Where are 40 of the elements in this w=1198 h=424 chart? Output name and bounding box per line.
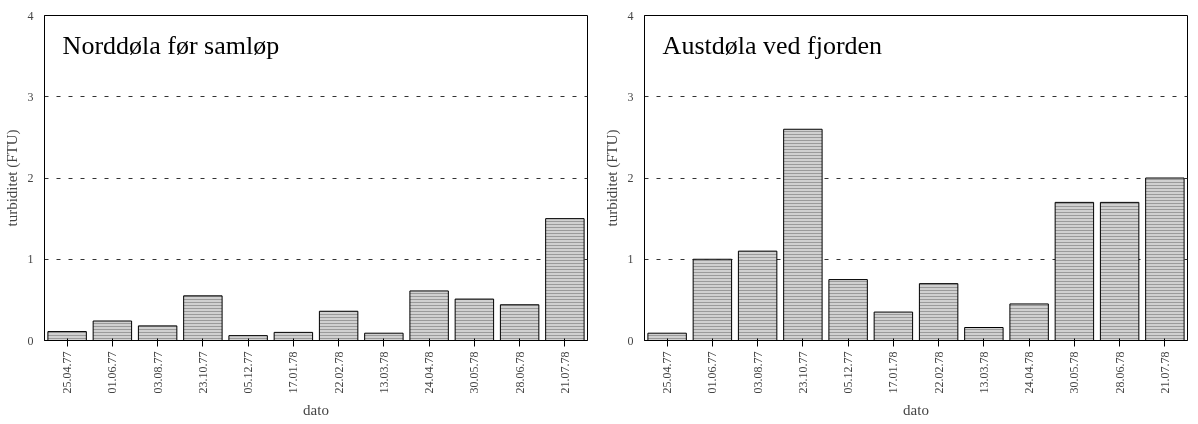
y-axis-title: turbiditet (FTU) [603,129,621,227]
y-tick-label: 2 [27,171,34,185]
x-tick-label: 28.06.78 [512,351,527,394]
x-tick-label: 25.04.77 [60,351,75,394]
x-tick-label: 30.05.78 [1067,351,1082,394]
text: Norddøla før samløp [62,31,280,61]
x-tick-label: 05.12.77 [241,351,256,394]
y-tick-label: 0 [27,333,34,348]
y-tick-label: 3 [27,89,34,104]
x-tick-label: 23.10.77 [195,351,210,394]
x-tick-label: 01.06.77 [105,351,120,394]
x-tick-label: 23.10.77 [795,351,810,394]
y-tick-label: 2 [627,171,634,185]
x-tick-label: 17.01.78 [286,351,301,394]
x-axis-title: dato [303,401,329,418]
y-tick-label: 0 [627,333,634,348]
x-tick-label: 24.04.78 [422,351,437,394]
y-tick-label: 4 [27,8,34,23]
x-tick-label: 25.04.77 [660,351,675,394]
y-tick-label: 3 [627,89,634,104]
x-tick-label: 03.08.77 [750,351,765,394]
text: Austdøla ved fjorden [662,31,883,61]
x-tick-label: 21.07.78 [557,351,572,394]
x-axis-title: dato [903,401,929,418]
x-tick-label: 17.01.78 [886,351,901,394]
x-tick-label: 22.02.78 [331,351,346,394]
x-tick-label: 28.06.78 [1112,351,1127,394]
x-tick-label: 24.04.78 [1022,351,1037,394]
x-tick-label: 05.12.77 [841,351,856,394]
x-tick-label: 22.02.78 [931,351,946,394]
y-tick-label: 1 [627,252,634,267]
y-tick-label: 4 [627,8,634,23]
x-tick-label: 03.08.77 [150,351,165,394]
y-tick-label: 1 [27,252,34,267]
x-tick-label: 13.03.78 [376,351,391,394]
x-tick-label: 01.06.77 [705,351,720,394]
x-tick-label: 30.05.78 [467,351,482,394]
x-tick-label: 13.03.78 [976,351,991,394]
x-tick-label: 21.07.78 [1157,351,1172,394]
y-axis-title: turbiditet (FTU) [3,129,21,227]
